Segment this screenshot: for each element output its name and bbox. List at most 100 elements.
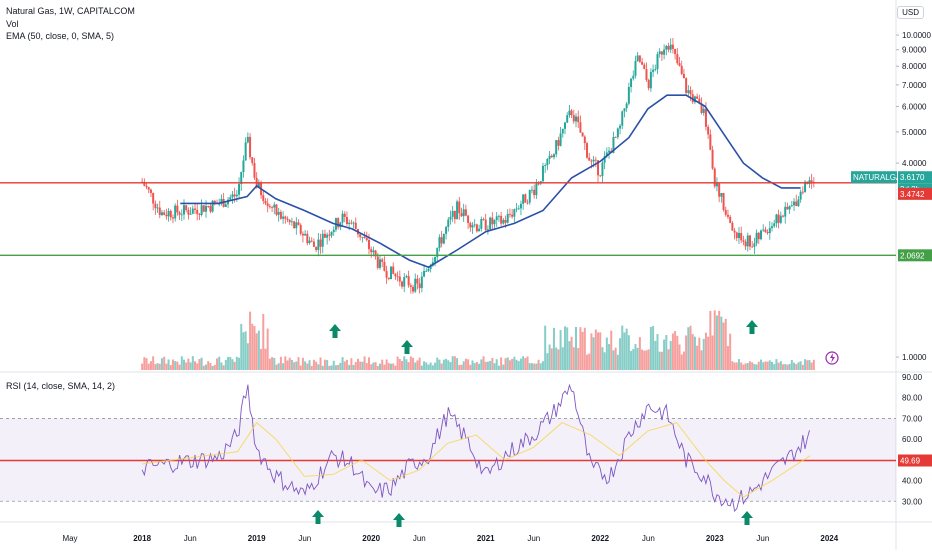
volume-bar (669, 340, 672, 370)
candle-body (323, 233, 326, 238)
candle-body (795, 201, 798, 206)
candle-body (561, 128, 564, 134)
candle-body (376, 256, 379, 268)
volume-bar (321, 365, 324, 370)
volume-bar (746, 363, 749, 370)
volume-bar (480, 359, 483, 370)
candle-body (453, 210, 456, 220)
candle-body (588, 157, 591, 161)
candle-body (423, 270, 426, 277)
volume-bar (693, 336, 696, 370)
candle-body (691, 94, 694, 103)
ema-legend[interactable]: EMA (50, close, 0, SMA, 5) (6, 31, 115, 41)
volume-bar (572, 347, 575, 370)
candle-body (315, 246, 318, 251)
candle-body (687, 90, 690, 93)
currency-button[interactable]: USD (897, 6, 924, 19)
volume-bar (797, 362, 800, 370)
candle-body (669, 44, 672, 50)
candle-body (484, 219, 487, 231)
volume-bar (795, 364, 798, 370)
volume-bar (343, 361, 346, 370)
volume-bar (687, 327, 690, 370)
volume-bar (504, 358, 507, 370)
volume-legend[interactable]: Vol (6, 19, 19, 29)
candle-body (742, 240, 745, 242)
candle-body (537, 183, 540, 185)
candle-body (398, 276, 401, 282)
volume-bar (279, 356, 282, 370)
volume-bar (464, 358, 467, 370)
volume-bar (200, 357, 203, 370)
rsi-legend[interactable]: RSI (14, close, SMA, 14, 2) (6, 381, 116, 391)
volume-bar (742, 364, 745, 370)
volume-bar (735, 362, 738, 370)
rsi-ma-line (142, 421, 811, 498)
volume-bar (427, 364, 430, 370)
volume-bar (469, 364, 472, 370)
volume-bar (385, 359, 388, 370)
candle-body (724, 209, 727, 215)
price-tick-label: 4.0000 (902, 159, 927, 168)
volume-bar (660, 351, 663, 370)
candle-body (577, 116, 580, 123)
volume-bar (372, 362, 375, 370)
volume-bar (665, 335, 668, 370)
volume-bar (599, 332, 602, 370)
volume-bar (555, 347, 558, 370)
volume-bar (715, 315, 718, 370)
candle-body (550, 155, 553, 158)
volume-bar (460, 364, 463, 370)
volume-bar (264, 348, 267, 370)
candle-body (671, 44, 674, 49)
volume-bar (632, 349, 635, 370)
rsi-arrow-icon (393, 513, 405, 527)
volume-bar (224, 359, 227, 370)
candle-body (658, 51, 661, 55)
volume-bar (251, 323, 254, 370)
candle-body (775, 214, 778, 224)
candle-body (733, 230, 736, 233)
volume-bar (403, 356, 406, 370)
volume-bar (581, 331, 584, 370)
price-symbol-tag: NATURALGAS (851, 171, 907, 184)
volume-bar (537, 359, 540, 370)
volume-bar (726, 345, 729, 370)
rsi-tick-label: 80.00 (902, 394, 923, 403)
candle-body (163, 212, 166, 215)
volume-bar (570, 336, 573, 370)
time-tick-label: Jun (298, 534, 311, 543)
volume-bar (775, 359, 778, 370)
volume-bar (478, 363, 481, 370)
volume-bar (506, 357, 509, 370)
support-tag: 2.0692 (898, 249, 932, 262)
volume-bar (374, 362, 377, 370)
volume-bar (260, 348, 263, 370)
volume-bar (390, 363, 393, 370)
candle-body (403, 277, 406, 287)
candle-body (592, 159, 595, 162)
candle-body (378, 259, 381, 268)
volume-bar (414, 362, 417, 370)
candle-body (581, 132, 584, 137)
symbol-legend[interactable]: Natural Gas, 1W, CAPITALCOM (6, 6, 135, 16)
price-tick-label: 8.0000 (902, 62, 927, 71)
candle-body (361, 236, 364, 238)
candle-body (707, 126, 710, 135)
candle-body (308, 240, 311, 244)
volume-bar (209, 363, 212, 370)
volume-bar (211, 365, 214, 370)
candle-body (643, 64, 646, 70)
volume-bar (522, 356, 525, 370)
volume-bar (284, 356, 287, 370)
volume-bar (698, 337, 701, 370)
volume-bar (579, 327, 582, 370)
candle-body (359, 234, 362, 237)
candle-body (396, 276, 399, 278)
candle-body (771, 226, 774, 228)
time-tick-label: 2018 (133, 534, 151, 543)
candle-body (641, 61, 644, 65)
price-value-tag-text: 3.6170 (900, 173, 925, 182)
volume-bar (526, 356, 529, 370)
volume-bar (257, 330, 260, 370)
